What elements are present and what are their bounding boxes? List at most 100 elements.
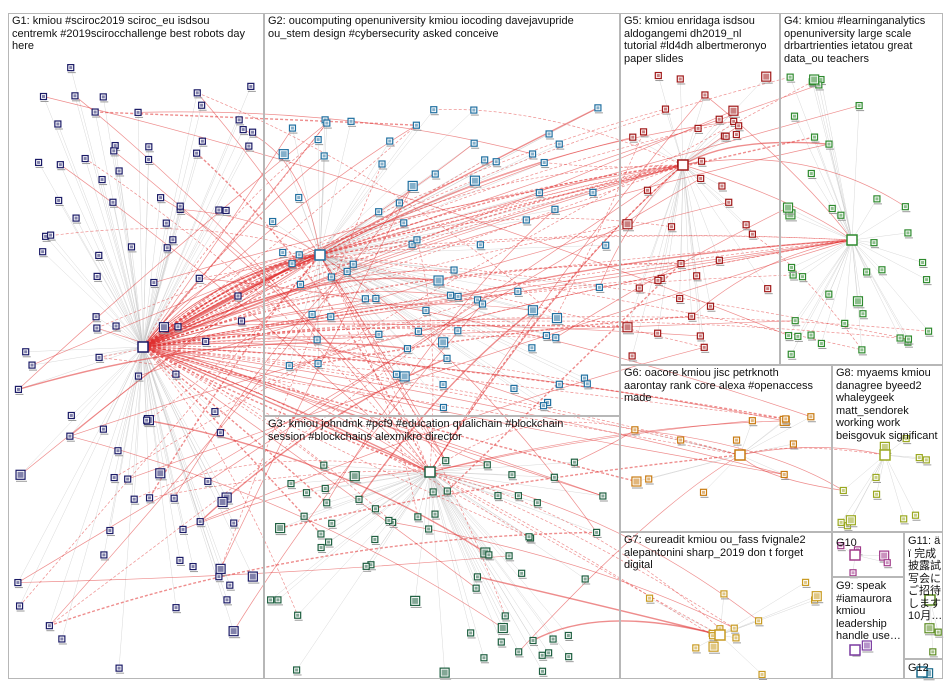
node-g8[interactable] xyxy=(902,435,912,445)
node-g2[interactable] xyxy=(395,199,405,209)
node-g3[interactable] xyxy=(371,505,381,515)
node-g2[interactable] xyxy=(476,241,486,251)
node-g3[interactable] xyxy=(274,596,283,606)
node-g6[interactable] xyxy=(645,475,654,485)
node-g2[interactable] xyxy=(313,336,323,346)
node-g5[interactable] xyxy=(622,322,635,335)
node-g4[interactable] xyxy=(828,204,838,214)
node-g5[interactable] xyxy=(718,182,727,192)
node-g2[interactable] xyxy=(327,313,336,323)
node-g3[interactable] xyxy=(317,530,326,540)
node-g1[interactable] xyxy=(196,518,206,528)
node-g4[interactable] xyxy=(810,133,820,143)
node-g2[interactable] xyxy=(470,139,480,149)
node-g4[interactable] xyxy=(782,202,795,215)
node-g5[interactable] xyxy=(622,219,634,232)
node-g3[interactable] xyxy=(302,489,312,499)
node-g5[interactable] xyxy=(696,332,706,342)
node-g5[interactable] xyxy=(676,294,685,305)
node-g4[interactable] xyxy=(787,263,797,273)
node-g4[interactable] xyxy=(858,346,867,356)
node-g4[interactable] xyxy=(791,317,801,327)
node-g10[interactable] xyxy=(883,559,893,569)
node-g4[interactable] xyxy=(924,327,934,337)
node-g4[interactable] xyxy=(841,319,850,329)
node-g7[interactable] xyxy=(730,624,740,634)
node-g4[interactable] xyxy=(794,332,803,342)
node-g1[interactable] xyxy=(112,322,122,332)
node-g1[interactable] xyxy=(81,154,91,165)
node-g2[interactable] xyxy=(439,403,449,414)
node-g1[interactable] xyxy=(110,147,119,157)
node-g2[interactable] xyxy=(551,205,560,215)
node-g1[interactable] xyxy=(91,108,101,118)
node-g1[interactable] xyxy=(223,596,232,606)
node-g2[interactable] xyxy=(514,287,523,297)
node-g6[interactable] xyxy=(780,470,790,480)
node-g4[interactable] xyxy=(837,211,846,221)
node-g5[interactable] xyxy=(639,128,649,138)
hub-node-g2[interactable] xyxy=(314,249,326,261)
node-g2[interactable] xyxy=(433,275,446,288)
node-g3[interactable] xyxy=(294,611,303,621)
node-g3[interactable] xyxy=(429,488,439,498)
node-g3[interactable] xyxy=(570,458,580,468)
node-g3[interactable] xyxy=(371,535,380,545)
node-g4[interactable] xyxy=(807,331,817,341)
node-g1[interactable] xyxy=(195,274,205,284)
node-g2[interactable] xyxy=(527,305,540,318)
node-g2[interactable] xyxy=(327,273,337,283)
node-g4[interactable] xyxy=(896,334,906,344)
node-g2[interactable] xyxy=(295,251,305,261)
node-g2[interactable] xyxy=(539,402,549,412)
node-g5[interactable] xyxy=(694,124,704,134)
node-g2[interactable] xyxy=(320,152,330,162)
node-g5[interactable] xyxy=(688,312,697,322)
node-g1[interactable] xyxy=(55,196,64,206)
node-g1[interactable] xyxy=(239,126,249,136)
hub-node-g9[interactable] xyxy=(849,644,861,656)
node-g6[interactable] xyxy=(699,488,709,498)
node-g2[interactable] xyxy=(589,188,598,198)
node-g3[interactable] xyxy=(287,480,296,490)
node-g1[interactable] xyxy=(202,337,211,347)
node-g2[interactable] xyxy=(470,106,479,116)
node-g3[interactable] xyxy=(565,653,574,663)
hub-node-g3[interactable] xyxy=(424,466,436,478)
node-g8[interactable] xyxy=(911,511,921,521)
node-g2[interactable] xyxy=(323,119,332,129)
node-g3[interactable] xyxy=(321,484,331,494)
node-g8[interactable] xyxy=(915,453,925,464)
node-g3[interactable] xyxy=(494,492,503,502)
node-g5[interactable] xyxy=(700,343,710,353)
node-g3[interactable] xyxy=(325,538,334,548)
node-g1[interactable] xyxy=(172,370,181,380)
node-g5[interactable] xyxy=(697,174,706,184)
node-g8[interactable] xyxy=(922,456,932,466)
node-g1[interactable] xyxy=(215,573,224,583)
node-g1[interactable] xyxy=(222,206,232,216)
node-g2[interactable] xyxy=(347,117,357,127)
node-g2[interactable] xyxy=(438,337,450,350)
node-g2[interactable] xyxy=(378,160,388,170)
node-g3[interactable] xyxy=(323,499,332,509)
node-g2[interactable] xyxy=(403,345,413,355)
node-g1[interactable] xyxy=(179,525,189,535)
node-g1[interactable] xyxy=(155,468,167,481)
node-g2[interactable] xyxy=(422,306,431,316)
node-g1[interactable] xyxy=(189,562,199,573)
hub-node-g10[interactable] xyxy=(849,549,861,561)
node-g1[interactable] xyxy=(22,348,31,358)
node-g2[interactable] xyxy=(392,370,402,380)
node-g1[interactable] xyxy=(226,581,235,591)
node-g2[interactable] xyxy=(439,381,449,391)
node-g5[interactable] xyxy=(732,130,742,141)
node-g3[interactable] xyxy=(320,461,329,471)
node-g3[interactable] xyxy=(328,519,337,529)
node-g5[interactable] xyxy=(735,122,744,132)
node-g1[interactable] xyxy=(169,236,178,246)
node-g1[interactable] xyxy=(67,64,76,74)
node-g2[interactable] xyxy=(308,310,318,320)
node-g8[interactable] xyxy=(900,515,909,525)
node-g7[interactable] xyxy=(645,594,655,604)
